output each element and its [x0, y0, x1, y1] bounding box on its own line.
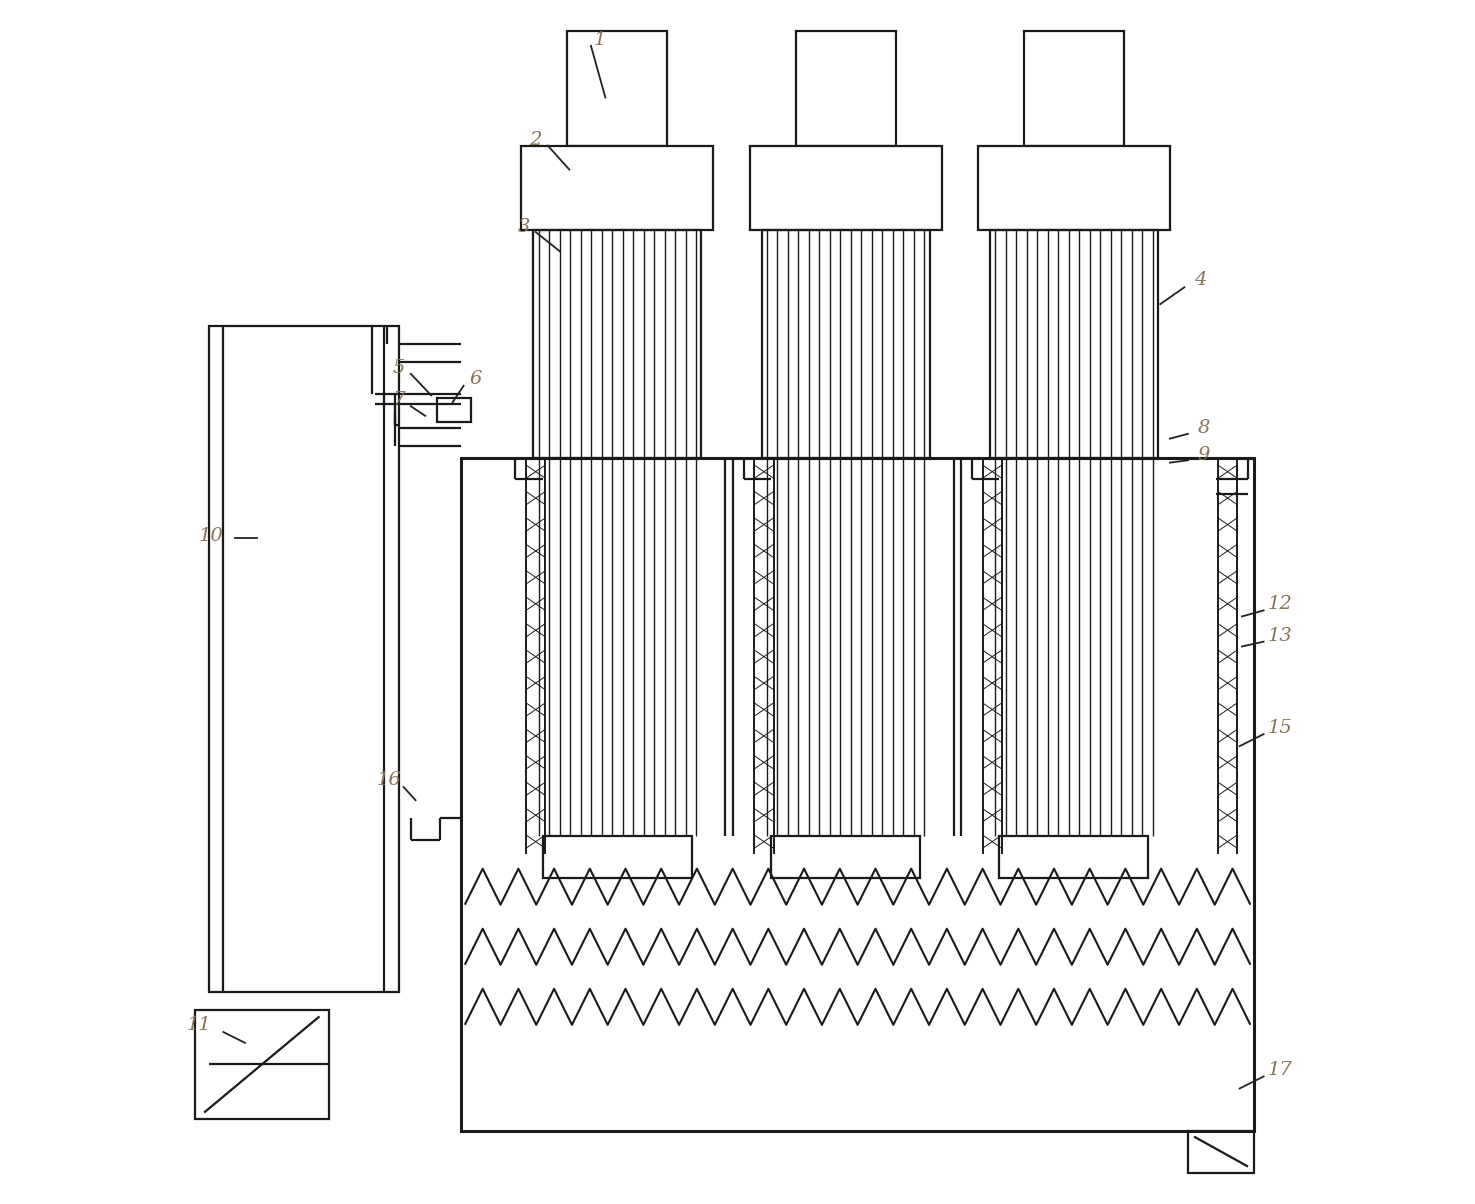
Text: 16: 16 [376, 771, 401, 789]
Bar [1187, 1131, 1254, 1173]
Text: 17: 17 [1268, 1062, 1292, 1080]
Bar [568, 31, 667, 146]
Bar [195, 1010, 329, 1119]
Text: 9: 9 [1198, 447, 1210, 465]
Bar [437, 397, 471, 421]
Text: 10: 10 [199, 527, 224, 545]
Text: 3: 3 [518, 218, 530, 236]
Text: 6: 6 [469, 370, 482, 388]
Bar [521, 146, 714, 230]
Text: 7: 7 [392, 391, 406, 409]
Bar [534, 230, 702, 458]
Bar [1000, 837, 1149, 878]
Bar [462, 458, 1254, 1131]
Text: 12: 12 [1268, 596, 1292, 613]
Text: 1: 1 [593, 31, 606, 49]
Text: 2: 2 [530, 130, 541, 148]
Bar [795, 31, 895, 146]
Bar [749, 146, 941, 230]
Text: 15: 15 [1268, 719, 1292, 737]
Bar [978, 146, 1170, 230]
Bar [1024, 31, 1124, 146]
Text: 13: 13 [1268, 626, 1292, 644]
Bar [209, 326, 398, 992]
Text: 8: 8 [1198, 419, 1210, 437]
Bar [990, 230, 1158, 458]
Bar [543, 837, 692, 878]
Bar [771, 837, 920, 878]
Text: 5: 5 [392, 359, 406, 377]
Bar [761, 230, 929, 458]
Text: 4: 4 [1193, 271, 1207, 289]
Text: 11: 11 [187, 1016, 212, 1034]
